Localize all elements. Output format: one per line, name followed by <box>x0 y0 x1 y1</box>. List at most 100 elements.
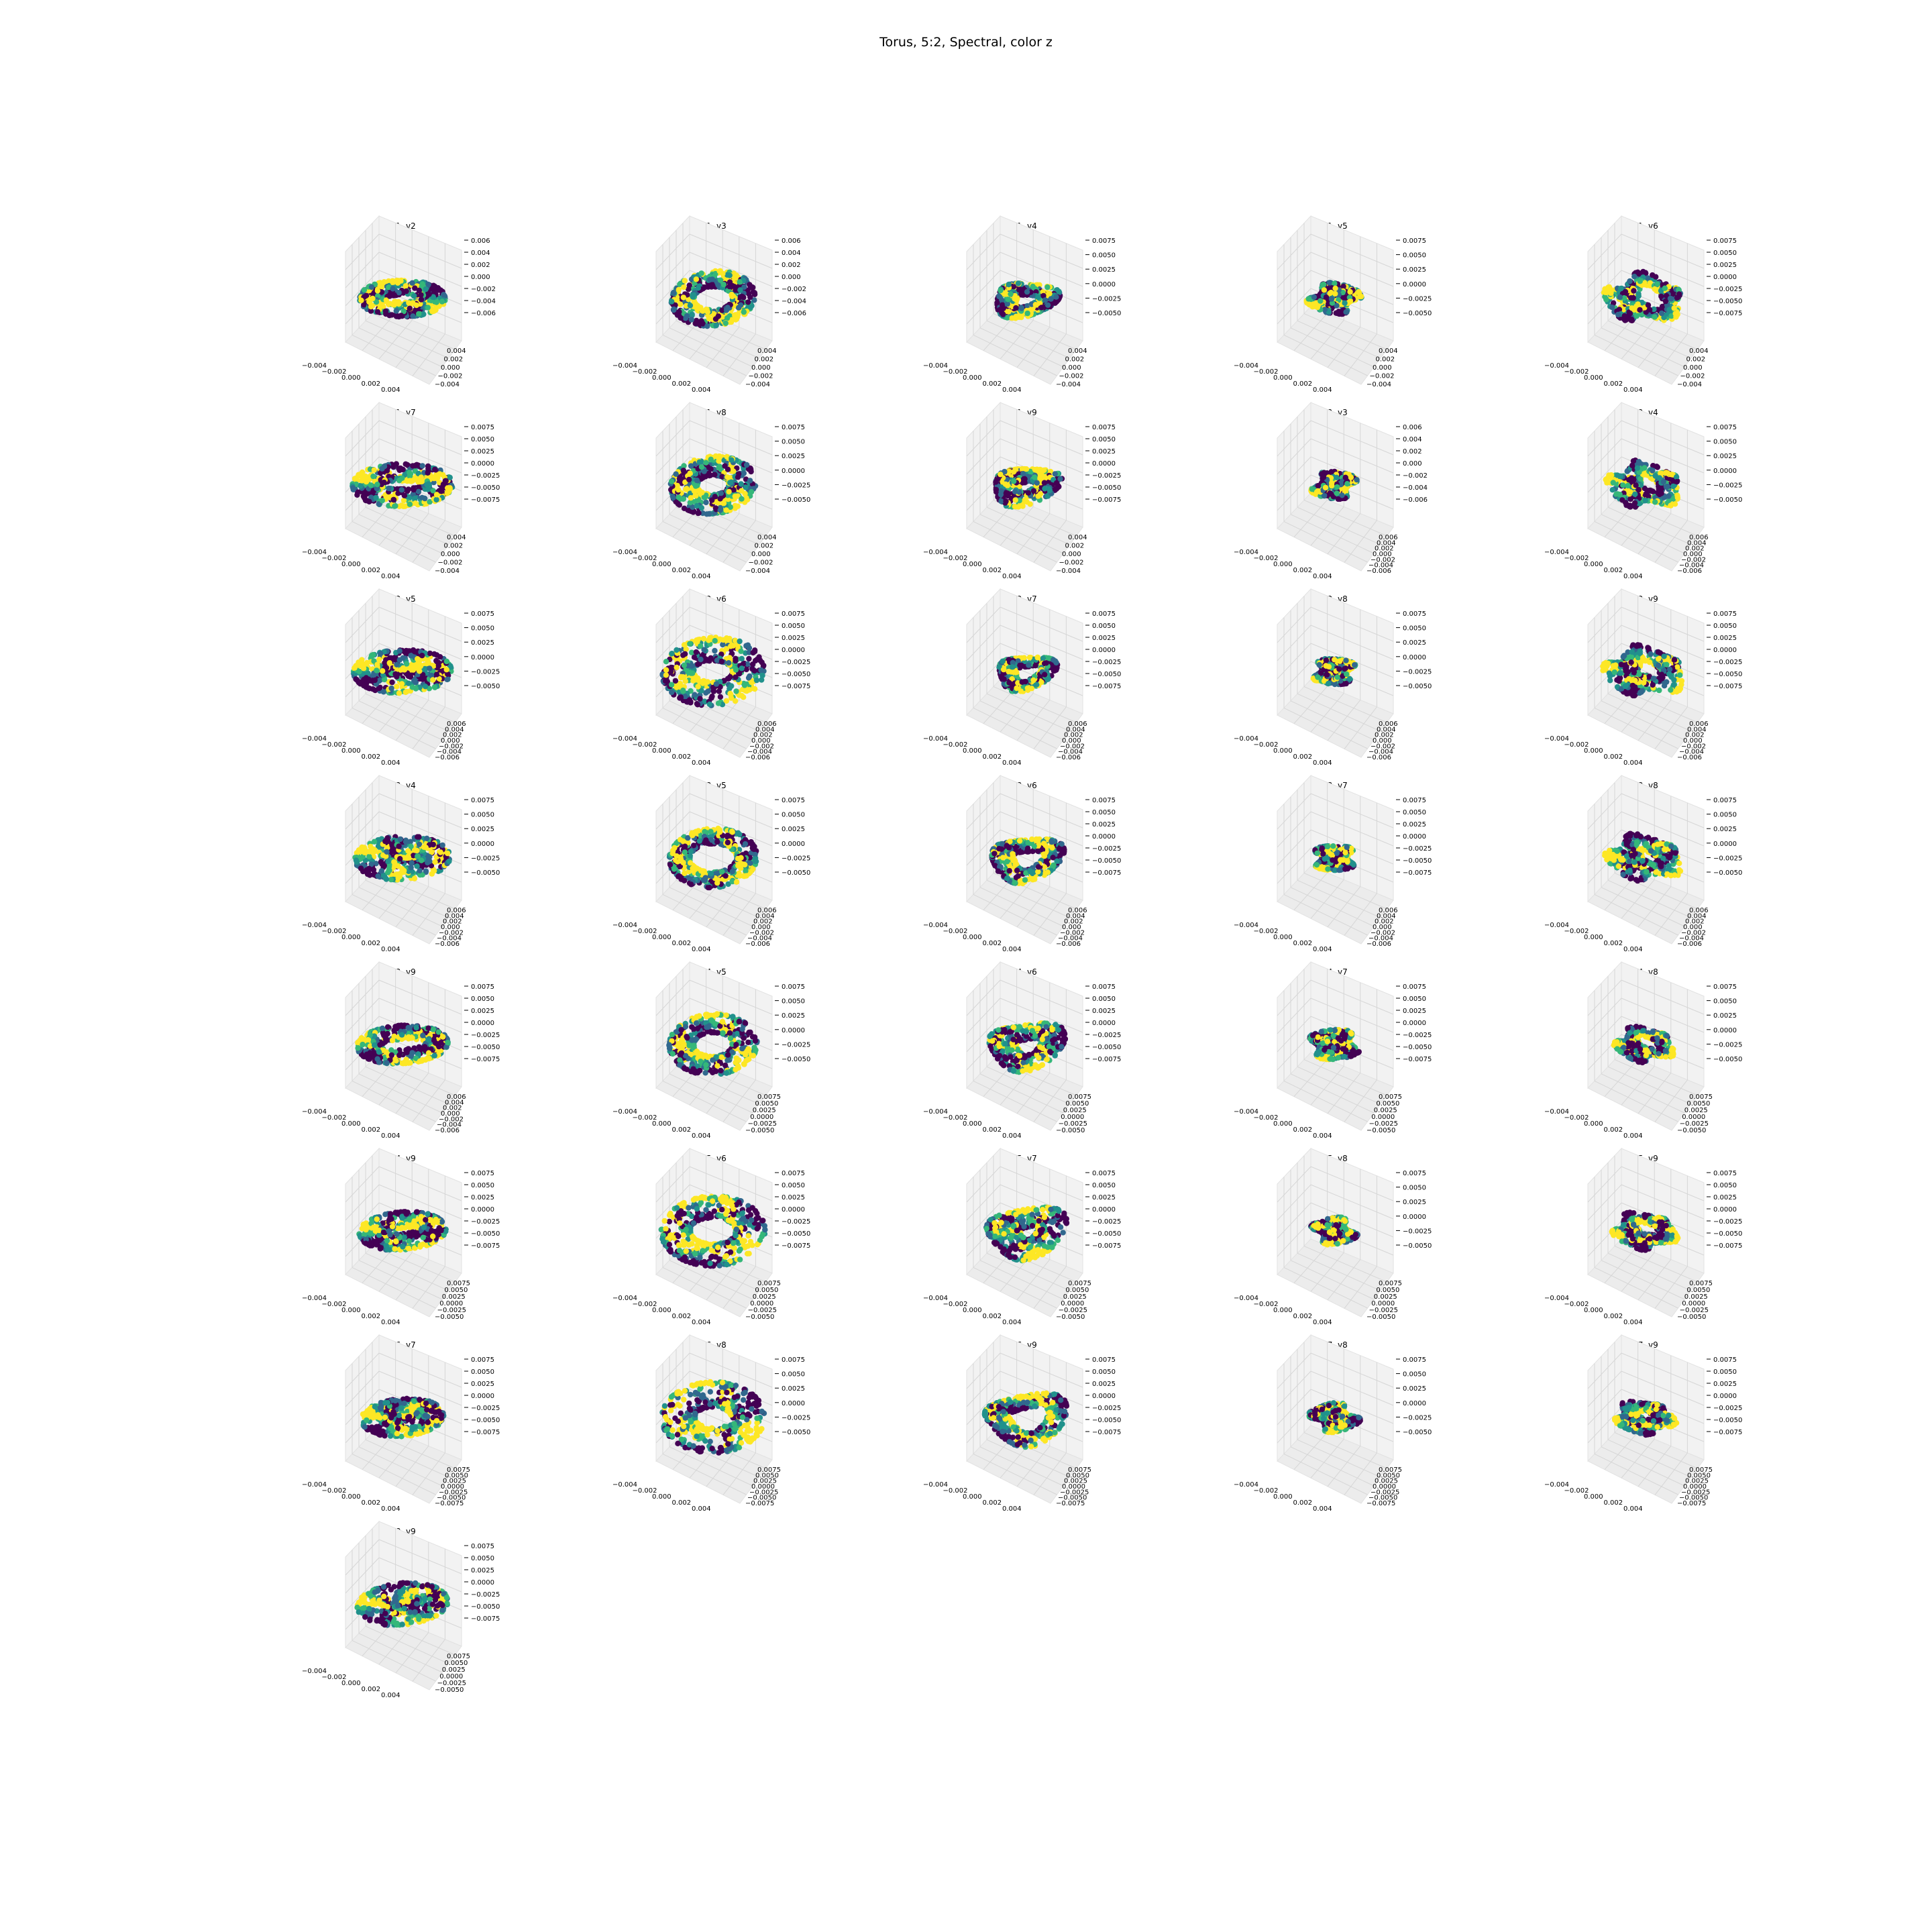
gridline <box>378 693 413 733</box>
data-point <box>426 291 432 297</box>
data-point <box>1015 280 1022 286</box>
gridline <box>1601 327 1685 368</box>
data-point <box>727 279 733 285</box>
data-point <box>415 488 422 494</box>
gridline <box>1277 288 1311 325</box>
data-point <box>1334 303 1340 309</box>
data-point <box>684 313 690 319</box>
data-point <box>1666 493 1672 499</box>
gridline <box>1000 320 1034 360</box>
data-point <box>693 276 700 282</box>
gridline <box>345 625 380 661</box>
data-point <box>1674 479 1680 485</box>
data-point <box>1674 494 1680 500</box>
data-point <box>359 478 365 484</box>
data-point <box>1309 486 1316 492</box>
data-point <box>669 493 676 500</box>
data-point <box>1042 297 1049 303</box>
gridline <box>412 706 445 749</box>
subplot: v0, v2, v40.00750.00500.00250.0000−0.002… <box>1538 401 1849 582</box>
data-point <box>1658 490 1664 496</box>
z-tick-label: −0.0075 <box>1092 496 1121 504</box>
data-point <box>383 297 390 303</box>
gridline <box>689 233 773 269</box>
data-point <box>1002 481 1009 487</box>
data-point <box>668 299 675 305</box>
data-point <box>1013 305 1019 311</box>
x-tick-label: 0.002 <box>1604 567 1623 574</box>
gridline <box>1594 334 1678 376</box>
data-point <box>358 297 364 303</box>
gridline <box>979 327 1064 368</box>
gridline <box>1587 252 1622 288</box>
x-tick-label: 0.002 <box>362 380 381 388</box>
data-point <box>735 474 741 480</box>
data-point <box>1627 311 1633 317</box>
y-tick-label: 0.000 <box>441 364 460 372</box>
y-tick-label: 0.002 <box>1065 356 1085 364</box>
y-tick-label: 0.000 <box>1683 364 1703 372</box>
data-point <box>724 305 731 311</box>
axes-3d: 0.00750.00500.00250.0000−0.0025−0.0050−0… <box>923 401 1121 580</box>
data-point <box>696 459 702 465</box>
data-point <box>687 500 693 506</box>
data-point <box>1020 503 1026 509</box>
y-tick-label: −0.006 <box>1366 568 1391 575</box>
gridline <box>1587 420 1622 457</box>
z-tick-label: −0.006 <box>782 310 806 317</box>
data-point <box>1041 480 1048 486</box>
data-point <box>1056 288 1062 294</box>
gridline <box>1327 327 1361 368</box>
data-point <box>704 309 711 315</box>
gridline <box>1310 252 1394 287</box>
gridline <box>365 320 449 359</box>
y-tick-label: 0.004 <box>1377 539 1396 547</box>
data-point <box>1616 307 1623 313</box>
data-point <box>676 476 683 482</box>
data-point <box>706 511 712 517</box>
data-point <box>410 491 417 497</box>
data-point <box>1664 484 1670 490</box>
gridline <box>1638 513 1672 555</box>
pane-floor <box>345 492 462 572</box>
z-tick-label: −0.006 <box>1403 496 1428 504</box>
subplot: v0, v1, v70.00750.00500.00250.0000−0.002… <box>295 401 607 582</box>
data-point <box>1046 487 1053 494</box>
z-tick-label: 0.0025 <box>1092 266 1116 274</box>
data-point <box>1609 487 1615 493</box>
data-point <box>1621 313 1627 319</box>
data-point <box>1676 291 1682 297</box>
data-point <box>698 475 704 482</box>
data-point <box>1628 316 1635 323</box>
data-point <box>432 474 439 480</box>
data-point <box>413 302 419 309</box>
gridline <box>1344 520 1377 563</box>
data-point <box>1617 294 1623 301</box>
data-point <box>1332 280 1338 286</box>
data-point <box>681 284 687 290</box>
data-point <box>1645 275 1651 281</box>
data-point <box>1633 313 1640 319</box>
data-point <box>1035 294 1041 301</box>
data-point <box>1332 290 1338 297</box>
data-point <box>727 480 734 486</box>
data-point <box>747 478 753 484</box>
data-point <box>355 489 361 495</box>
y-tick-label: 0.002 <box>1065 543 1085 550</box>
x-tick-label: −0.002 <box>633 555 657 562</box>
data-point <box>1610 480 1616 486</box>
data-point <box>418 292 424 298</box>
z-tick-label: −0.0025 <box>782 482 810 489</box>
x-tick-label: 0.004 <box>1623 573 1643 580</box>
data-point <box>748 284 754 290</box>
gridline <box>1297 320 1381 359</box>
data-point <box>1348 474 1354 480</box>
data-point <box>1010 469 1017 475</box>
data-point <box>1670 483 1676 490</box>
y-tick-label: −0.004 <box>1056 568 1081 575</box>
z-tick-label: −0.002 <box>1403 472 1428 480</box>
data-point <box>1000 311 1006 317</box>
gridline <box>1303 500 1387 537</box>
subplot: v0, v1, v30.0060.0040.0020.000−0.002−0.0… <box>606 215 918 396</box>
x-tick-label: 0.004 <box>692 573 711 580</box>
